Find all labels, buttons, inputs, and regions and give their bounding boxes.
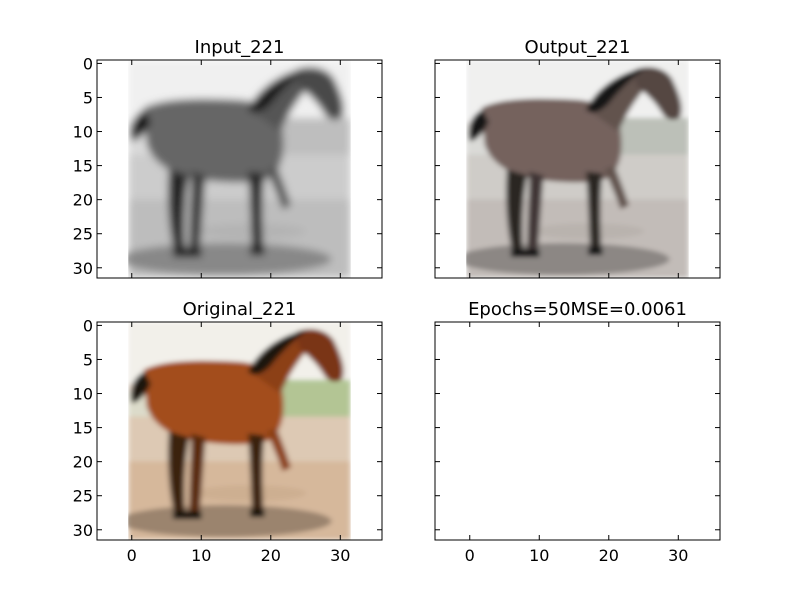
y-tick-label: 30 <box>73 521 93 540</box>
image-clip <box>128 322 351 540</box>
x-tick-label: 0 <box>127 546 137 565</box>
x-tick-label: 10 <box>191 546 211 565</box>
axes-layer: Input_221 0 5 10 15 20 25 30 Output_221 Original_… <box>73 37 721 565</box>
y-tick-label: 30 <box>73 259 93 278</box>
subplot-title: Input_221 <box>195 37 285 58</box>
axes-frame <box>434 321 721 541</box>
y-tick-label: 10 <box>73 385 93 404</box>
subplot-title: Epochs=50MSE=0.0061 <box>468 299 687 320</box>
y-tick-label: 25 <box>73 225 93 244</box>
y-tick-label: 5 <box>83 350 93 369</box>
y-tick-label: 5 <box>83 88 93 107</box>
y-tick-label: 15 <box>73 157 93 176</box>
y-tick-label: 0 <box>83 54 93 73</box>
y-tick-label: 25 <box>73 487 93 506</box>
axes-frame <box>96 59 383 279</box>
subplot-4: Epochs=50MSE=0.0061 0 10 20 30 <box>434 299 721 565</box>
image-2 <box>466 60 689 278</box>
horse-image <box>466 60 689 278</box>
subplot-title: Output_221 <box>525 37 631 58</box>
y-tick-label: 20 <box>73 453 93 472</box>
image-gray <box>128 60 351 278</box>
x-tick-label: 30 <box>330 546 350 565</box>
image-clip <box>466 60 689 278</box>
axes-frame <box>96 321 383 541</box>
subplot-1: Input_221 0 5 10 15 20 25 30 <box>73 37 383 279</box>
image-3 <box>128 322 351 540</box>
x-tick-label: 20 <box>261 546 281 565</box>
subplot-title: Original_221 <box>183 299 297 320</box>
subplot-3: Original_221 0 10 20 30 0 5 10 15 20 25 30 <box>73 299 383 565</box>
image-blur <box>466 60 689 278</box>
y-tick-label: 0 <box>83 316 93 335</box>
axes-frame <box>434 59 721 279</box>
y-tick-label: 20 <box>73 191 93 210</box>
x-tick-label: 10 <box>529 546 549 565</box>
horse-image <box>128 60 351 278</box>
y-tick-label: 15 <box>73 419 93 438</box>
x-tick-label: 20 <box>599 546 619 565</box>
x-tick-label: 30 <box>668 546 688 565</box>
horse-image <box>128 322 351 540</box>
y-tick-label: 10 <box>73 123 93 142</box>
image-1 <box>128 60 351 278</box>
image-clip <box>128 60 351 278</box>
image-desat <box>466 60 689 278</box>
x-tick-label: 0 <box>465 546 475 565</box>
subplot-2: Output_221 <box>434 37 721 279</box>
image-blur <box>128 60 351 278</box>
image-blur <box>128 322 351 540</box>
